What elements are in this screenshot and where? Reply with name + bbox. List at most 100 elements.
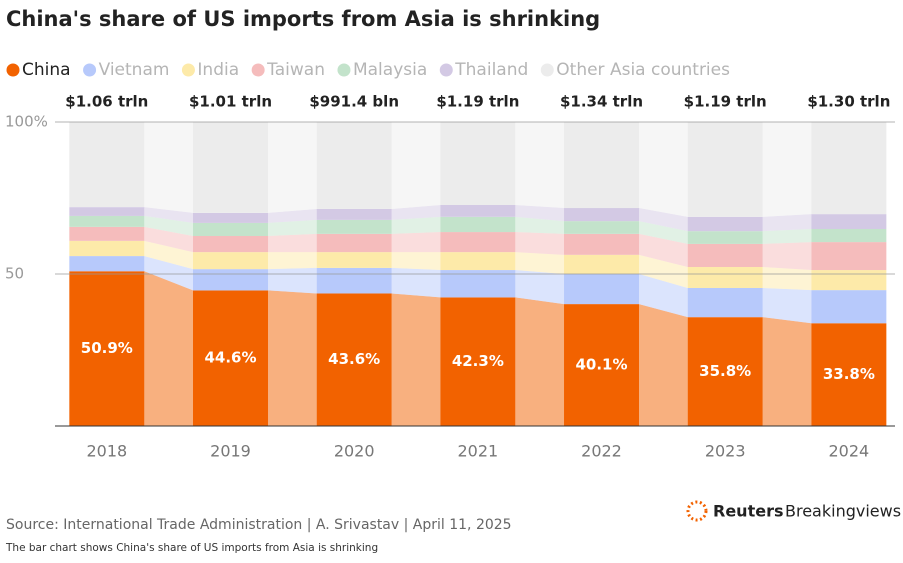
legend-label: India <box>197 60 239 80</box>
legend-marker <box>251 63 265 77</box>
connector-band <box>144 215 194 236</box>
connector-band <box>515 122 565 209</box>
logo: Reuters Breakingviews <box>686 500 901 522</box>
bar-segment <box>564 254 640 274</box>
y-tick-label: 100% <box>5 113 48 131</box>
bar-segment <box>193 252 269 270</box>
connector-band <box>268 252 317 270</box>
bar-segment <box>440 232 516 253</box>
bar-segment <box>193 122 269 213</box>
data-label: 40.1% <box>575 356 627 374</box>
x-tick-label: 2018 <box>86 442 127 461</box>
connector-band <box>762 122 812 217</box>
bar-segment <box>316 208 392 220</box>
bar-segment <box>811 270 887 291</box>
connector-band <box>515 216 565 234</box>
connector-band <box>391 204 441 220</box>
bar-segment <box>687 216 763 232</box>
data-label: 35.8% <box>699 362 751 380</box>
connector-band <box>515 252 565 274</box>
bar-segment <box>316 293 392 426</box>
logo-icon <box>686 500 708 522</box>
bar-segment <box>193 269 269 291</box>
bar-segment <box>440 122 516 205</box>
bar-segment <box>69 215 145 227</box>
total-label: $1.34 trln <box>560 93 643 111</box>
data-label: 33.8% <box>823 365 875 383</box>
connector-band <box>391 122 441 209</box>
legend-marker <box>540 63 554 77</box>
connector-band <box>144 240 194 270</box>
bar-segment <box>193 222 269 236</box>
data-label: 43.6% <box>328 350 380 368</box>
bar-segment <box>564 233 640 255</box>
bar-segment <box>564 208 640 222</box>
bar-segment <box>564 122 640 209</box>
legend-label: Malaysia <box>353 60 427 80</box>
total-label: $1.19 trln <box>684 93 767 111</box>
bar-segment <box>564 274 640 305</box>
bar-segment <box>811 242 887 271</box>
bar-segment <box>193 290 269 426</box>
x-tick-label: 2020 <box>334 442 375 461</box>
connector-band <box>268 208 317 223</box>
total-label: $1.01 trln <box>189 93 272 111</box>
connector-band <box>391 216 441 234</box>
legend-label: Thailand <box>454 60 528 80</box>
connector-band <box>144 256 194 291</box>
connector-band <box>639 254 688 288</box>
x-tick-label: 2023 <box>705 442 746 461</box>
connector-band <box>144 207 194 223</box>
legend-marker <box>181 63 195 77</box>
bar-segment <box>687 287 763 318</box>
legend-label: Other Asia countries <box>556 60 730 80</box>
connector-band <box>268 233 317 253</box>
bar-segment <box>440 216 516 233</box>
connector-band <box>268 219 317 236</box>
total-label: $991.4 bln <box>309 93 399 111</box>
connector-band <box>762 242 812 271</box>
x-tick-label: 2019 <box>210 442 251 461</box>
total-label: $1.30 trln <box>807 93 890 111</box>
connector-band <box>144 122 194 213</box>
connector-band <box>144 226 194 253</box>
bar-segment <box>687 243 763 268</box>
data-label: 42.3% <box>452 352 504 370</box>
connector-band <box>762 317 812 426</box>
bar-segment <box>811 214 887 230</box>
connector-band <box>762 267 812 291</box>
bar-segment <box>193 212 269 223</box>
note: The bar chart shows China's share of US … <box>5 542 378 554</box>
connector-band <box>391 252 441 271</box>
bar-segment <box>316 267 392 294</box>
bar-segment <box>316 233 392 253</box>
bar-segment <box>69 240 145 257</box>
bar-segment <box>811 122 887 215</box>
legend-marker <box>337 63 351 77</box>
connector-band <box>268 290 317 426</box>
connector-band <box>762 287 812 324</box>
logo-brand: Reuters <box>713 502 783 521</box>
bar-segment <box>687 317 763 426</box>
chart-title: China's share of US imports from Asia is… <box>6 7 600 31</box>
data-label: 44.6% <box>204 349 256 367</box>
connector-band <box>639 122 688 217</box>
connector-band <box>391 232 441 253</box>
x-tick-label: 2022 <box>581 442 622 461</box>
connectors <box>144 122 812 426</box>
connector-band <box>515 297 565 426</box>
connector-band <box>391 267 441 298</box>
connector-band <box>515 204 565 222</box>
connector-band <box>639 208 688 232</box>
bar-segment <box>440 297 516 426</box>
bar-segment <box>69 207 145 216</box>
bar-segment <box>811 229 887 243</box>
legend-label: Taiwan <box>266 60 325 80</box>
bar-segment <box>811 290 887 324</box>
total-label: $1.06 trln <box>65 93 148 111</box>
connector-band <box>639 221 688 244</box>
connector-band <box>639 233 688 268</box>
bar-segment <box>440 252 516 271</box>
connector-band <box>391 293 441 426</box>
bar-segment <box>69 122 145 208</box>
